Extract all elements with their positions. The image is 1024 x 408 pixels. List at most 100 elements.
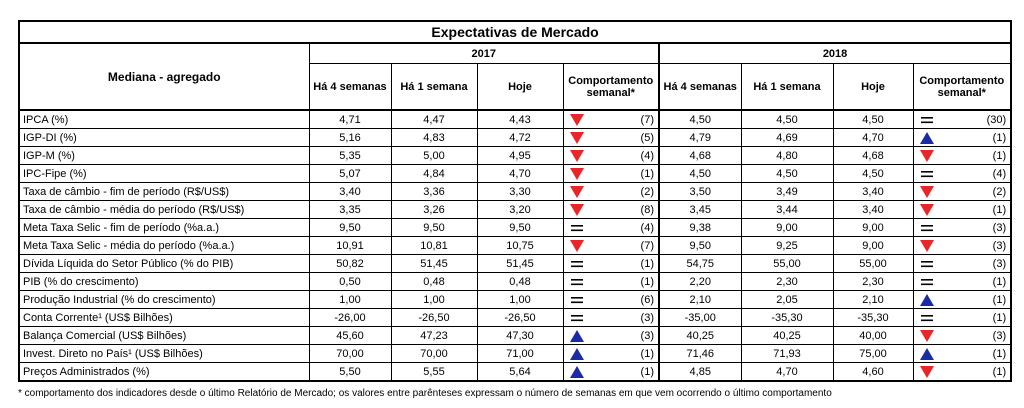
table-row: Conta Corrente¹ (US$ Bilhões) -26,00 -26,5… (19, 308, 1012, 327)
value-today-2017: 4,70 (477, 164, 564, 183)
value-1-week-2018: 71,93 (741, 344, 834, 363)
footnote: * comportamento dos indicadores desde o … (18, 388, 832, 399)
behavior-weeks-count: (8) (640, 203, 654, 216)
down-triangle-icon (919, 365, 935, 379)
behavior-weeks-count: (1) (992, 149, 1007, 162)
value-4-weeks-2018: 9,50 (659, 236, 742, 255)
value-4-weeks-2018: 3,50 (659, 182, 742, 201)
behavior-weeks-count: (30) (986, 113, 1007, 126)
down-triangle-icon (919, 239, 935, 253)
behavior-2017: (8) (563, 200, 660, 219)
table-row: IGP-DI (%) 5,16 4,83 4,72 (5) 4,79 4,69 4,70 (1) (19, 128, 1012, 147)
up-triangle-icon (569, 365, 585, 379)
value-4-weeks-2017: -26,00 (309, 308, 392, 327)
value-1-week-2018: 3,44 (741, 200, 834, 219)
equal-icon (919, 275, 935, 289)
behavior-2018: (3) (913, 254, 1012, 273)
behavior-weeks-count: (4) (640, 149, 654, 162)
behavior-2017: (1) (563, 272, 660, 291)
value-1-week-2018: 3,49 (741, 182, 834, 201)
behavior-weeks-count: (3) (992, 329, 1007, 342)
value-today-2018: 2,30 (833, 272, 914, 291)
indicator-label: Meta Taxa Selic - média do período (%a.a… (19, 236, 310, 255)
value-1-week-2018: 4,70 (741, 362, 834, 382)
value-1-week-2018: 4,50 (741, 110, 834, 129)
behavior-2018: (1) (913, 308, 1012, 327)
value-today-2017: 47,30 (477, 326, 564, 345)
value-today-2018: 75,00 (833, 344, 914, 363)
value-4-weeks-2018: 4,50 (659, 110, 742, 129)
behavior-2017: (6) (563, 290, 660, 309)
value-1-week-2017: 3,36 (391, 182, 478, 201)
up-triangle-icon (919, 131, 935, 145)
value-4-weeks-2017: 10,91 (309, 236, 392, 255)
value-1-week-2018: 4,50 (741, 164, 834, 183)
col-header-4-weeks-2018: Há 4 semanas (659, 63, 742, 111)
value-4-weeks-2017: 50,82 (309, 254, 392, 273)
value-1-week-2018: 2,05 (741, 290, 834, 309)
value-today-2018: 55,00 (833, 254, 914, 273)
value-today-2018: 3,40 (833, 200, 914, 219)
indicator-label: Balança Comercial (US$ Bilhões) (19, 326, 310, 345)
value-today-2017: 51,45 (477, 254, 564, 273)
table-row: Balança Comercial (US$ Bilhões) 45,60 47,2… (19, 326, 1012, 345)
table-row: Produção Industrial (% do crescimento) 1,… (19, 290, 1012, 309)
value-4-weeks-2017: 0,50 (309, 272, 392, 291)
value-4-weeks-2017: 5,35 (309, 146, 392, 165)
value-1-week-2018: 4,69 (741, 128, 834, 147)
table-row: Preços Administrados (%) 5,50 5,55 5,64 (1) 4… (19, 362, 1012, 382)
value-today-2017: 3,20 (477, 200, 564, 219)
value-4-weeks-2018: 3,45 (659, 200, 742, 219)
behavior-weeks-count: (1) (992, 347, 1007, 360)
indicator-label: IGP-M (%) (19, 146, 310, 165)
up-triangle-icon (569, 347, 585, 361)
value-1-week-2017: -26,50 (391, 308, 478, 327)
indicator-label: IPCA (%) (19, 110, 310, 129)
down-triangle-icon (569, 167, 585, 181)
value-today-2018: 4,70 (833, 128, 914, 147)
value-4-weeks-2018: 4,50 (659, 164, 742, 183)
behavior-weeks-count: (6) (640, 293, 654, 306)
up-triangle-icon (919, 347, 935, 361)
table-row: IPC-Fipe (%) 5,07 4,84 4,70 (1) 4,50 4,50 4,50(… (19, 164, 1012, 183)
up-triangle-icon (569, 329, 585, 343)
behavior-weeks-count: (7) (640, 239, 654, 252)
behavior-2017: (7) (563, 236, 660, 255)
behavior-weeks-count: (3) (640, 329, 654, 342)
value-4-weeks-2018: 9,38 (659, 218, 742, 237)
col-header-behavior-2018: Comportamento semanal* (913, 63, 1012, 111)
indicator-label: Preços Administrados (%) (19, 362, 310, 382)
col-header-behavior-2017: Comportamento semanal* (563, 63, 660, 111)
behavior-weeks-count: (1) (640, 257, 654, 270)
equal-icon (919, 221, 935, 235)
value-today-2017: 3,30 (477, 182, 564, 201)
down-triangle-icon (919, 203, 935, 217)
value-1-week-2017: 0,48 (391, 272, 478, 291)
behavior-weeks-count: (3) (992, 221, 1007, 234)
behavior-2017: (1) (563, 362, 660, 382)
behavior-2017: (1) (563, 344, 660, 363)
value-today-2017: 10,75 (477, 236, 564, 255)
value-1-week-2018: -35,30 (741, 308, 834, 327)
value-4-weeks-2018: 2,20 (659, 272, 742, 291)
value-4-weeks-2018: 4,79 (659, 128, 742, 147)
col-header-4-weeks-2017: Há 4 semanas (309, 63, 392, 111)
value-4-weeks-2017: 3,40 (309, 182, 392, 201)
behavior-weeks-count: (2) (992, 185, 1007, 198)
value-1-week-2017: 9,50 (391, 218, 478, 237)
value-today-2017: 1,00 (477, 290, 564, 309)
value-1-week-2017: 5,00 (391, 146, 478, 165)
behavior-2018: (1) (913, 344, 1012, 363)
indicator-label: Invest. Direto no País¹ (US$ Bilhões) (19, 344, 310, 363)
table-row: Taxa de câmbio - média do período (R$/US… (19, 200, 1012, 219)
behavior-2018: (1) (913, 362, 1012, 382)
indicator-label: Conta Corrente¹ (US$ Bilhões) (19, 308, 310, 327)
value-4-weeks-2018: 4,85 (659, 362, 742, 382)
value-1-week-2018: 2,30 (741, 272, 834, 291)
value-1-week-2017: 4,84 (391, 164, 478, 183)
equal-icon (919, 113, 935, 127)
value-today-2018: 4,50 (833, 110, 914, 129)
value-1-week-2017: 4,47 (391, 110, 478, 129)
value-1-week-2017: 10,81 (391, 236, 478, 255)
indicator-label: Meta Taxa Selic - fim de período (%a.a.) (19, 218, 310, 237)
